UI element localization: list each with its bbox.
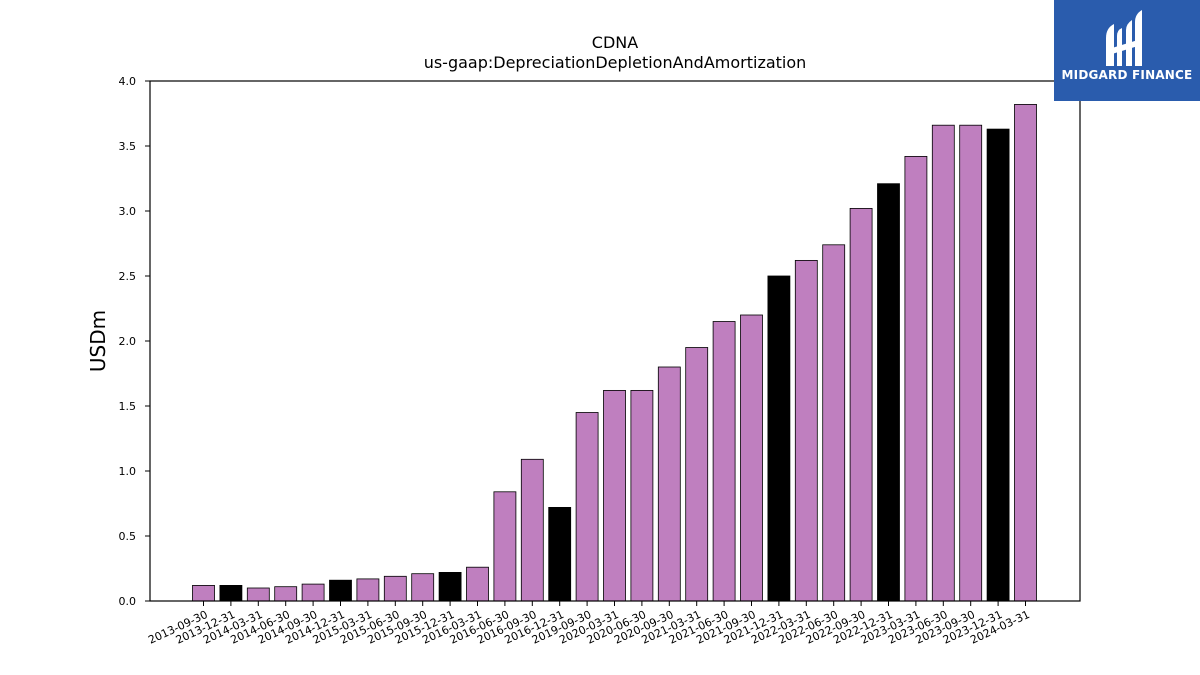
- bar-2023-09-30: [959, 124, 983, 602]
- x-ticks-group: 2013-09-302013-12-312014-03-312014-06-30…: [146, 601, 1032, 647]
- bar-2019-09-30: [575, 412, 599, 602]
- y-tick-label: 3.5: [119, 140, 137, 153]
- y-tick-label: 2.0: [119, 335, 137, 348]
- y-tick-label: 4.0: [119, 75, 137, 88]
- bar-2016-09-30: [520, 458, 544, 602]
- bar-2014-09-30: [301, 583, 325, 602]
- bar-2022-09-30: [849, 207, 873, 602]
- y-tick-label: 0.0: [119, 595, 137, 608]
- bar-2013-12-31: [219, 585, 243, 602]
- midgard-logo-icon: [1106, 10, 1142, 66]
- y-axis-label: USDm: [86, 310, 110, 372]
- plot-frame: [149, 80, 1081, 602]
- y-tick-label: 1.0: [119, 465, 137, 478]
- bar-2013-09-30: [192, 585, 215, 602]
- bar-2015-09-30: [411, 573, 435, 602]
- bar-2015-06-30: [383, 575, 407, 602]
- bar-2022-12-31: [877, 183, 900, 602]
- logo-text: MIDGARD FINANCE: [1061, 68, 1193, 82]
- bar-2014-12-31: [329, 579, 352, 602]
- logo: MIDGARD FINANCE: [1054, 0, 1200, 101]
- bar-2022-06-30: [822, 244, 846, 602]
- bar-2021-12-31: [767, 275, 791, 602]
- bar-2020-09-30: [657, 366, 681, 602]
- bar-2021-09-30: [740, 314, 763, 602]
- bar-2021-06-30: [712, 321, 736, 602]
- bar-2020-06-30: [630, 389, 654, 602]
- y-tick-label: 2.5: [119, 270, 137, 283]
- bar-2023-12-31: [986, 128, 1010, 602]
- bar-2022-03-31: [794, 259, 818, 602]
- y-tick-label: 3.0: [119, 205, 137, 218]
- bars-group: [192, 104, 1037, 602]
- chart-title: CDNA: [592, 33, 638, 52]
- bar-2021-03-31: [685, 347, 709, 602]
- bar-2024-03-31: [1014, 104, 1037, 602]
- y-tick-label: 1.5: [119, 400, 137, 413]
- bar-2023-06-30: [931, 124, 955, 602]
- chart-subtitle: us-gaap:DepreciationDepletionAndAmortiza…: [424, 53, 807, 72]
- bar-2015-03-31: [356, 578, 380, 602]
- bar-2020-03-31: [603, 389, 626, 602]
- bar-2016-03-31: [466, 566, 489, 602]
- bar-2016-12-31: [548, 506, 572, 602]
- bar-2023-03-31: [904, 155, 928, 602]
- bar-2016-06-30: [493, 491, 517, 602]
- y-tick-label: 0.5: [119, 530, 137, 543]
- y-ticks-group: 0.0 0.5 1.0 1.5 2.0 2.5 3.0 3.5 4.0: [119, 75, 150, 608]
- bar-2015-12-31: [438, 572, 462, 602]
- bar-2014-03-31: [246, 587, 270, 602]
- bar-2014-06-30: [274, 586, 298, 602]
